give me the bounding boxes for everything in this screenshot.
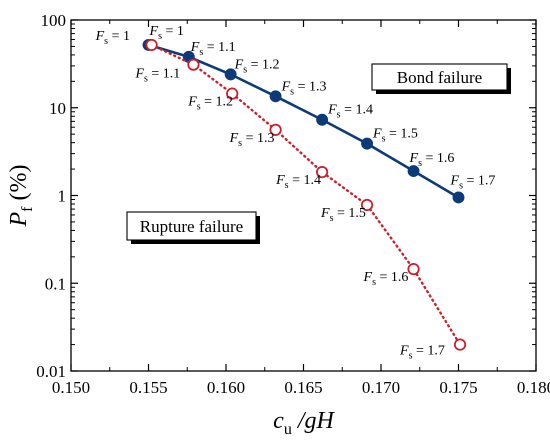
- series-2-label: Fs = 1.1: [134, 67, 180, 85]
- series-1-label: Fs = 1.2: [234, 57, 280, 75]
- series-2-point: [360, 198, 374, 212]
- series-1-point: [316, 113, 329, 126]
- bond-failure-label: Bond failure: [397, 68, 482, 87]
- series-2-label: Fs = 1.6: [363, 270, 409, 288]
- series-2-point: [269, 123, 282, 136]
- series-2-point: [315, 165, 329, 179]
- y-tick-label: 10: [49, 99, 66, 118]
- y-tick-label: 100: [41, 11, 67, 30]
- series-2-point: [145, 38, 158, 52]
- rupture-failure-label-box: [126, 211, 257, 241]
- series-1-point: [452, 191, 465, 204]
- x-axis-title: cu /gH: [273, 408, 335, 438]
- series-2-point: [187, 58, 200, 71]
- bond-failure-label-box: [371, 63, 508, 91]
- series-2-line: [150, 43, 462, 346]
- series-2-point: [226, 87, 239, 100]
- y-tick-label: 0.01: [36, 362, 66, 381]
- series-2-point: [407, 262, 420, 276]
- series-1-label: Fs = 1.1: [190, 40, 236, 58]
- y-tick-label: 0.1: [45, 274, 66, 293]
- series-2-label: Fs = 1.3: [229, 131, 275, 149]
- series-1-label: Fs = 1.5: [372, 127, 418, 145]
- x-tick-label: 0.155: [129, 378, 167, 397]
- y-axis-title: Pf (%): [6, 165, 36, 228]
- x-tick-label: 0.180: [517, 378, 550, 397]
- x-tick-label: 0.170: [362, 378, 400, 397]
- x-tick-label: 0.160: [207, 378, 245, 397]
- series-1-point: [224, 68, 237, 81]
- series-1-label: Fs = 1: [149, 24, 184, 42]
- x-tick-label: 0.175: [439, 378, 477, 397]
- series-2-label: Fs = 1.5: [320, 206, 366, 224]
- x-tick-label: 0.165: [284, 378, 322, 397]
- series-1-label: Fs = 1.6: [409, 151, 455, 169]
- series-2-label: Fs = 1.2: [187, 95, 233, 113]
- series-2-point: [453, 338, 467, 351]
- series-2-label: Fs = 1: [95, 29, 130, 47]
- x-tick-label: 0.150: [52, 378, 90, 397]
- series-1-label: Fs = 1.3: [281, 79, 327, 97]
- series-2-label: Fs = 1.7: [399, 344, 445, 362]
- series-2-label: Fs = 1.4: [275, 173, 321, 191]
- y-tick-label: 1: [58, 187, 67, 206]
- series-1-point: [269, 90, 282, 103]
- series-1-label: Fs = 1.4: [327, 103, 373, 121]
- rupture-failure-label: Rupture failure: [140, 217, 243, 236]
- series-1-point: [361, 137, 373, 150]
- series-1-label: Fs = 1.7: [450, 173, 496, 191]
- series-1-point: [407, 165, 420, 177]
